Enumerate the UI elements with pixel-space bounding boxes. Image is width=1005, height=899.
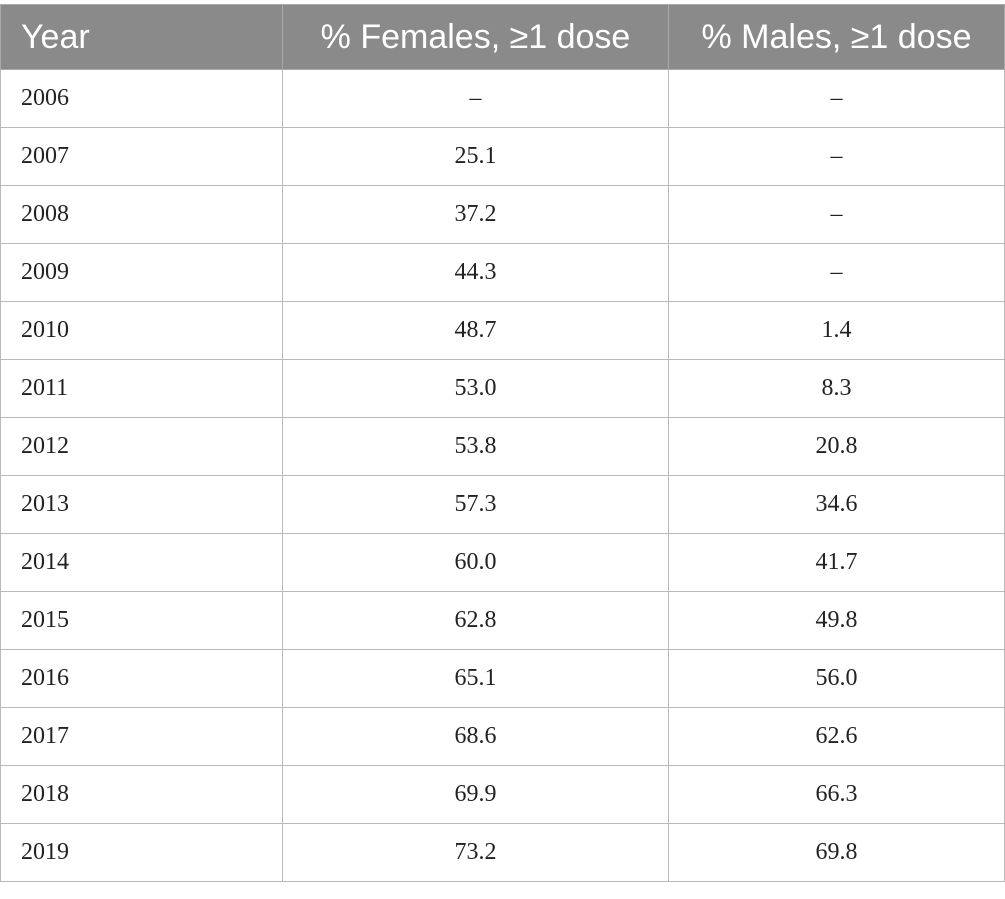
males-percent-cell: 34.6 [668,475,1005,534]
males-percent-cell: 66.3 [668,765,1005,824]
males-percent-cell: – [668,127,1005,186]
table-header-row: Year % Females, ≥1 dose % Males, ≥1 dose [0,4,1005,70]
females-percent-cell: – [282,69,669,128]
table-row: 2018 69.9 66.3 [0,765,1005,824]
year-cell: 2013 [0,475,283,534]
table-row: 2006– – [0,69,1005,128]
females-percent-cell: 65.1 [282,649,669,708]
males-percent-cell: – [668,185,1005,244]
table-row: 2015 62.8 49.8 [0,591,1005,650]
males-percent-cell: 41.7 [668,533,1005,592]
females-percent-cell: 60.0 [282,533,669,592]
males-percent-cell: – [668,243,1005,302]
year-cell: 2012 [0,417,283,476]
females-percent-cell: 73.2 [282,823,669,882]
males-percent-cell: 69.8 [668,823,1005,882]
year-cell: 2015 [0,591,283,650]
females-percent-cell: 44.3 [282,243,669,302]
females-percent-cell: 37.2 [282,185,669,244]
year-cell: 2019 [0,823,283,882]
table-body: 2006– –2007 25.1–2008 37.2–2009 44.3–2010 48.… [0,69,1005,882]
females-percent-cell: 69.9 [282,765,669,824]
males-percent-cell: – [668,69,1005,128]
females-percent-cell: 57.3 [282,475,669,534]
year-cell: 2011 [0,359,283,418]
table-row: 2011 53.0 8.3 [0,359,1005,418]
table-row: 2019 73.2 69.8 [0,823,1005,882]
table-row: 2009 44.3– [0,243,1005,302]
year-cell: 2018 [0,765,283,824]
column-header-males: % Males, ≥1 dose [668,4,1005,70]
vaccination-coverage-table: Year % Females, ≥1 dose % Males, ≥1 dose… [0,4,1005,882]
males-percent-cell: 49.8 [668,591,1005,650]
year-cell: 2010 [0,301,283,360]
table-row: 2008 37.2– [0,185,1005,244]
females-percent-cell: 53.8 [282,417,669,476]
table-row: 2007 25.1– [0,127,1005,186]
table-row: 2012 53.8 20.8 [0,417,1005,476]
females-percent-cell: 25.1 [282,127,669,186]
males-percent-cell: 20.8 [668,417,1005,476]
year-cell: 2014 [0,533,283,592]
females-percent-cell: 48.7 [282,301,669,360]
year-cell: 2016 [0,649,283,708]
table-header: Year % Females, ≥1 dose % Males, ≥1 dose [0,4,1005,70]
year-cell: 2007 [0,127,283,186]
females-percent-cell: 62.8 [282,591,669,650]
year-cell: 2017 [0,707,283,766]
table-row: 2010 48.7 1.4 [0,301,1005,360]
year-cell: 2009 [0,243,283,302]
males-percent-cell: 62.6 [668,707,1005,766]
column-header-year: Year [0,4,283,70]
females-percent-cell: 53.0 [282,359,669,418]
females-percent-cell: 68.6 [282,707,669,766]
table-row: 2013 57.3 34.6 [0,475,1005,534]
column-header-females: % Females, ≥1 dose [282,4,669,70]
year-cell: 2008 [0,185,283,244]
table-row: 2016 65.1 56.0 [0,649,1005,708]
males-percent-cell: 8.3 [668,359,1005,418]
table-row: 2017 68.6 62.6 [0,707,1005,766]
males-percent-cell: 56.0 [668,649,1005,708]
table-row: 2014 60.0 41.7 [0,533,1005,592]
year-cell: 2006 [0,69,283,128]
males-percent-cell: 1.4 [668,301,1005,360]
